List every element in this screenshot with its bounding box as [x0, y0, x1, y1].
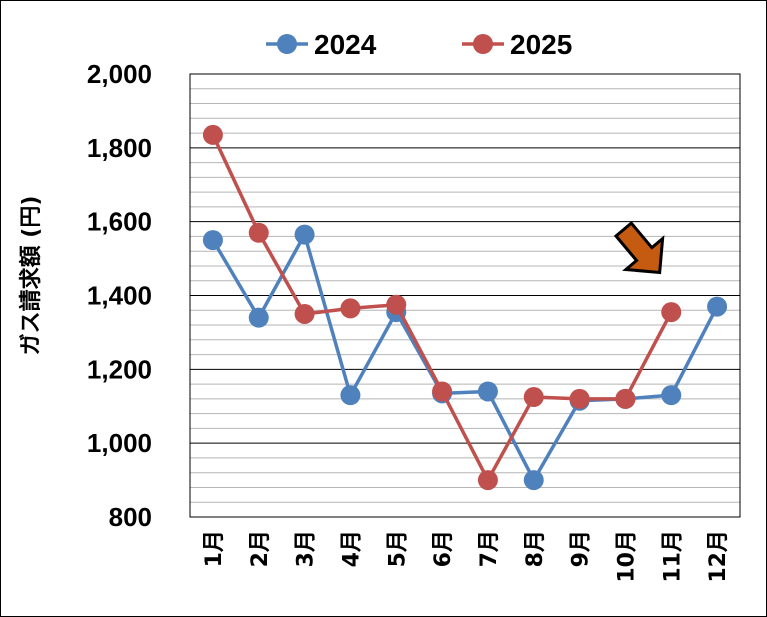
- x-tick-label: 11月: [660, 530, 685, 583]
- x-tick-label: 9月: [569, 530, 594, 567]
- y-axis-label: ガス請求額 (円): [18, 196, 44, 356]
- data-point-2025: [340, 298, 361, 319]
- data-point-2025: [248, 222, 269, 243]
- data-point-2024: [477, 381, 498, 402]
- data-point-2025: [432, 381, 453, 402]
- legend-marker-2024: [277, 34, 297, 54]
- legend-label-2025: 2025: [510, 29, 572, 60]
- data-point-2025: [294, 303, 315, 324]
- x-tick-label: 2月: [248, 530, 273, 567]
- plot-area-border: [189, 73, 741, 518]
- data-point-2024: [202, 230, 223, 251]
- x-tick-label: 5月: [385, 530, 410, 567]
- y-tick-label: 1,800: [87, 133, 152, 163]
- data-point-2024: [340, 385, 361, 406]
- y-tick-label: 1,400: [87, 281, 152, 311]
- data-point-2025: [615, 388, 636, 409]
- data-point-2025: [569, 388, 590, 409]
- x-tick-label: 8月: [523, 530, 548, 567]
- y-tick-label: 800: [109, 502, 152, 532]
- x-tick-label: 1月: [202, 530, 227, 567]
- data-point-2024: [707, 296, 728, 317]
- x-tick-label: 7月: [477, 530, 502, 567]
- data-point-2024: [248, 307, 269, 328]
- data-point-2025: [477, 470, 498, 491]
- y-tick-label: 1,000: [87, 428, 152, 458]
- data-point-2025: [523, 387, 544, 408]
- x-tick-label: 10月: [614, 530, 639, 583]
- data-point-2024: [294, 224, 315, 245]
- data-point-2024: [661, 385, 682, 406]
- annotation-arrow-shape: [613, 221, 665, 275]
- legend-label-2024: 2024: [314, 29, 377, 60]
- x-tick-label: 4月: [339, 530, 364, 567]
- data-point-2025: [202, 124, 223, 145]
- x-tick-label: 6月: [431, 530, 456, 567]
- y-tick-label: 1,200: [87, 354, 152, 384]
- x-tick-label: 3月: [294, 530, 319, 567]
- y-tick-label: 1,600: [87, 207, 152, 237]
- x-tick-label: 12月: [706, 530, 731, 583]
- y-tick-label: 2,000: [87, 59, 152, 89]
- data-point-2025: [661, 302, 682, 323]
- data-point-2024: [523, 470, 544, 491]
- data-point-2025: [386, 294, 407, 315]
- annotation-arrow: [613, 221, 665, 275]
- legend-marker-2025: [473, 34, 493, 54]
